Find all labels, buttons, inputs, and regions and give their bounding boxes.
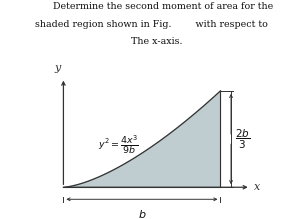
Text: y: y: [54, 63, 60, 73]
Text: $b$: $b$: [138, 208, 146, 219]
Text: $y^2 = \dfrac{4x^3}{9b}$: $y^2 = \dfrac{4x^3}{9b}$: [98, 134, 139, 156]
Text: shaded region shown in Fig.        with respect to: shaded region shown in Fig. with respect…: [34, 20, 268, 29]
Text: x: x: [254, 182, 260, 192]
Text: $\dfrac{2b}{3}$: $\dfrac{2b}{3}$: [235, 127, 250, 151]
Text: The x-axis.: The x-axis.: [119, 37, 183, 46]
Polygon shape: [63, 91, 220, 187]
Text: Determine the second moment of area for the: Determine the second moment of area for …: [29, 2, 273, 11]
